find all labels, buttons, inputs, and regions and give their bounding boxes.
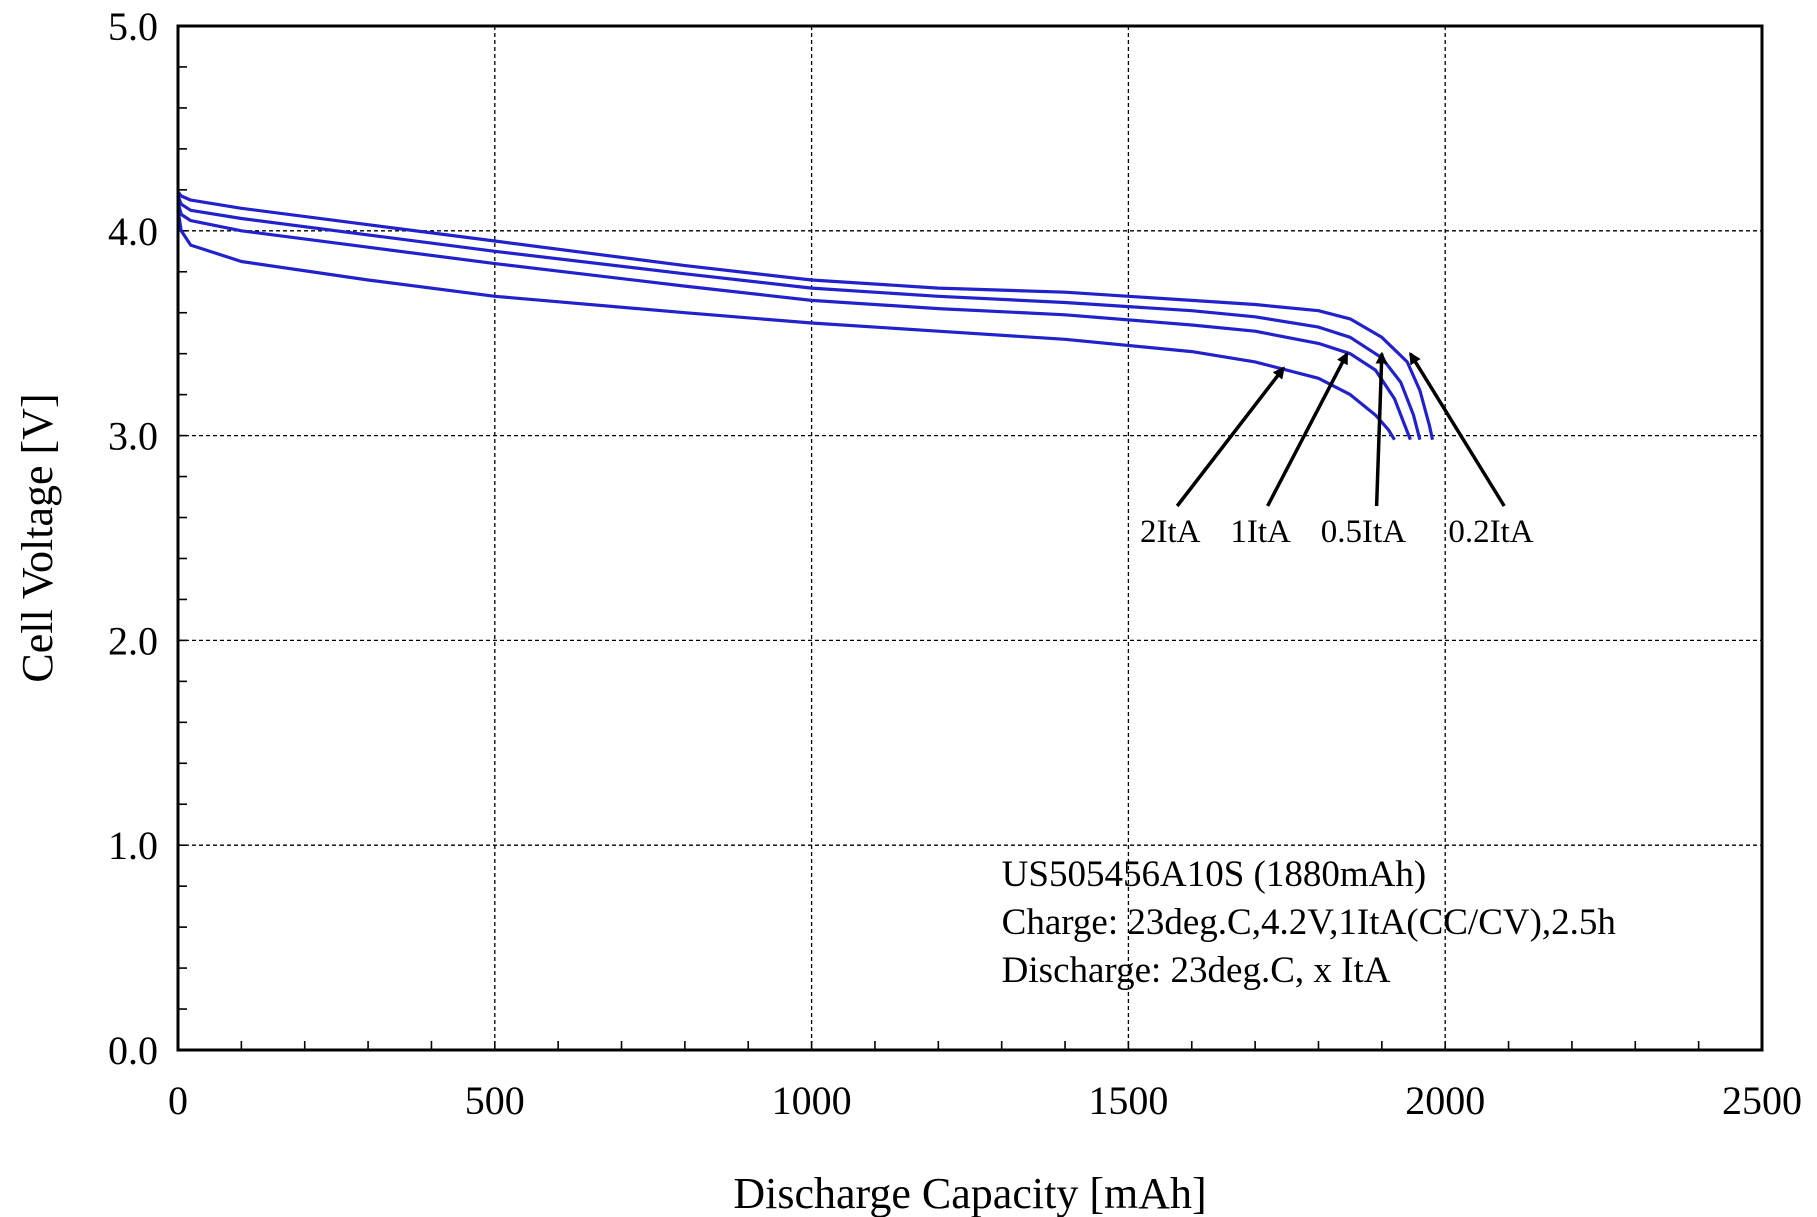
x-axis-title: Discharge Capacity [mAh] (733, 1169, 1206, 1217)
y-tick-labels: 0.0 1.0 2.0 3.0 4.0 5.0 (108, 4, 158, 1073)
series-label-2ItA: 2ItA (1140, 514, 1201, 550)
x-tick-labels: 0 500 1000 1500 2000 2500 (168, 1078, 1802, 1123)
series-label-1ItA: 1ItA (1230, 514, 1291, 550)
x-tick-label-1: 500 (465, 1078, 525, 1123)
test-conditions-note: US505456A10S (1880mAh) Charge: 23deg.C,4.… (1002, 854, 1617, 991)
x-tick-label-4: 2000 (1405, 1078, 1485, 1123)
note-line-3: Discharge: 23deg.C, x ItA (1002, 950, 1391, 991)
arrow-2ItA (1175, 366, 1286, 508)
note-line-1: US505456A10S (1880mAh) (1002, 854, 1426, 895)
arrow-1ItA (1266, 351, 1349, 507)
y-tick-label-1: 1.0 (108, 823, 158, 868)
series-label-0-5ItA: 0.5ItA (1321, 514, 1406, 550)
series-labels: 2ItA 1ItA 0.5ItA 0.2ItA (1140, 514, 1534, 550)
y-tick-label-0: 0.0 (108, 1028, 158, 1073)
series-lines (176, 190, 1435, 441)
grid (178, 26, 1762, 1050)
series-line-0-5ItA (176, 195, 1422, 441)
series-arrows (1175, 351, 1506, 508)
y-tick-label-3: 3.0 (108, 414, 158, 459)
y-tick-label-2: 2.0 (108, 618, 158, 663)
arrow-0-2ItA (1408, 351, 1506, 507)
series-label-0-2ItA: 0.2ItA (1448, 514, 1533, 550)
x-tick-label-2: 1000 (772, 1078, 852, 1123)
y-tick-label-5: 5.0 (108, 4, 158, 49)
x-tick-label-0: 0 (168, 1078, 188, 1123)
y-tick-label-4: 4.0 (108, 209, 158, 254)
plot-frame (176, 24, 1764, 1052)
x-tick-label-3: 1500 (1088, 1078, 1168, 1123)
y-axis-title: Cell Voltage [V] (13, 393, 62, 682)
note-line-2: Charge: 23deg.C,4.2V,1ItA(CC/CV),2.5h (1002, 902, 1617, 943)
x-tick-label-5: 2500 (1722, 1078, 1802, 1123)
series-line-1ItA (176, 201, 1412, 441)
series-line-2ItA (176, 210, 1396, 441)
series-line-0-2ItA (176, 190, 1435, 441)
arrow-0-5ItA (1374, 351, 1388, 507)
